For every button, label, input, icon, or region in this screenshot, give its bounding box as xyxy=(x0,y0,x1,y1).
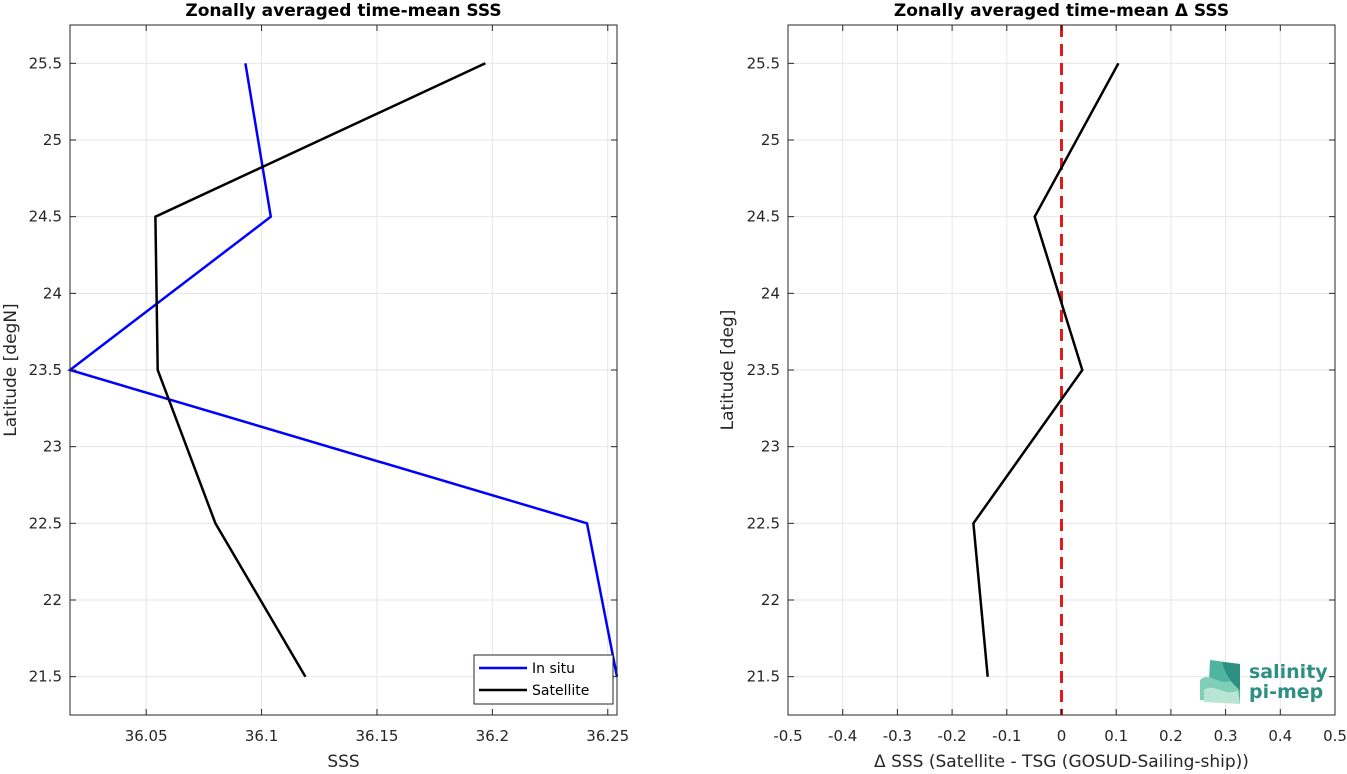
x-tick-label: 36.15 xyxy=(355,727,398,745)
y-tick-label: 24.5 xyxy=(29,208,62,226)
salinity-pi-mep-logo: salinity pi-mep xyxy=(1200,660,1328,704)
x-tick-label: -0.2 xyxy=(937,727,966,745)
y-tick-label: 23.5 xyxy=(747,361,780,379)
grid-left xyxy=(70,25,617,715)
x-tick-label: -0.4 xyxy=(828,727,857,745)
chart-title-left: Zonally averaged time-mean SSS xyxy=(185,1,501,21)
x-tick-label: 36.2 xyxy=(476,727,509,745)
y-axis-label-right: Latitude [deg] xyxy=(718,310,738,431)
y-tick-label: 25 xyxy=(43,131,62,149)
series-line-satellite xyxy=(154,62,486,678)
chart-title-right: Zonally averaged time-mean Δ SSS xyxy=(894,1,1229,21)
y-tick-label: 24 xyxy=(43,284,62,302)
series-line-delta-sss xyxy=(972,62,1120,677)
ticks-right: -0.5 -0.4 -0.3 -0.2 -0.1 0 0.1 0.2 0.3 0.4 0.5 21.5… xyxy=(747,25,1347,745)
y-tick-label: 24.5 xyxy=(747,208,780,226)
y-tick-label: 25.5 xyxy=(747,54,780,72)
salinity-waves-logo-icon xyxy=(1200,660,1240,704)
x-tick-label: 0 xyxy=(1057,727,1067,745)
y-tick-label: 22 xyxy=(43,591,62,609)
y-tick-label: 22 xyxy=(761,591,780,609)
y-tick-label: 22.5 xyxy=(29,514,62,532)
y-tick-label: 23 xyxy=(761,438,780,456)
y-axis-label-left: Latitude [degN] xyxy=(1,303,21,436)
x-tick-label: -0.3 xyxy=(883,727,912,745)
x-tick-label: 36.1 xyxy=(245,727,278,745)
x-tick-label: 0.5 xyxy=(1323,727,1347,745)
y-tick-label: 23.5 xyxy=(29,361,62,379)
y-tick-label: 21.5 xyxy=(29,668,62,686)
logo-text-line2: pi-mep xyxy=(1249,681,1323,703)
x-tick-label: 0.4 xyxy=(1268,727,1292,745)
x-axis-label-right: Δ SSS (Satellite - TSG (GOSUD-Sailing-sh… xyxy=(874,752,1249,770)
x-tick-label: 0.2 xyxy=(1159,727,1183,745)
legend-box xyxy=(473,654,614,705)
logo-text-line1: salinity xyxy=(1249,661,1328,683)
x-tick-label: 36.25 xyxy=(586,727,629,745)
panel-left: 36.05 36.1 36.15 36.2 36.25 21.5 22 22.5 23 23.5 2… xyxy=(1,1,629,772)
y-tick-label: 23 xyxy=(43,438,62,456)
y-tick-label: 22.5 xyxy=(747,514,780,532)
x-tick-label: 0.1 xyxy=(1104,727,1128,745)
x-tick-label: -0.5 xyxy=(773,727,802,745)
ticks-left: 36.05 36.1 36.15 36.2 36.25 21.5 22 22.5 23 23.5 2… xyxy=(29,25,629,745)
legend: In situ Satellite xyxy=(473,654,614,705)
legend-label-satellite: Satellite xyxy=(532,683,589,699)
x-tick-label: 0.3 xyxy=(1214,727,1238,745)
legend-label-in-situ: In situ xyxy=(532,661,575,677)
y-tick-label: 25 xyxy=(761,131,780,149)
panel-right: -0.5 -0.4 -0.3 -0.2 -0.1 0 0.1 0.2 0.3 0.4 0.5 21.5… xyxy=(718,1,1347,772)
y-tick-label: 25.5 xyxy=(29,54,62,72)
x-tick-label: 36.05 xyxy=(125,727,168,745)
x-tick-label: -0.1 xyxy=(992,727,1021,745)
y-tick-label: 24 xyxy=(761,284,780,302)
plot-area-right xyxy=(972,25,1120,715)
y-tick-label: 21.5 xyxy=(747,668,780,686)
x-axis-label-left: SSS xyxy=(327,752,359,770)
